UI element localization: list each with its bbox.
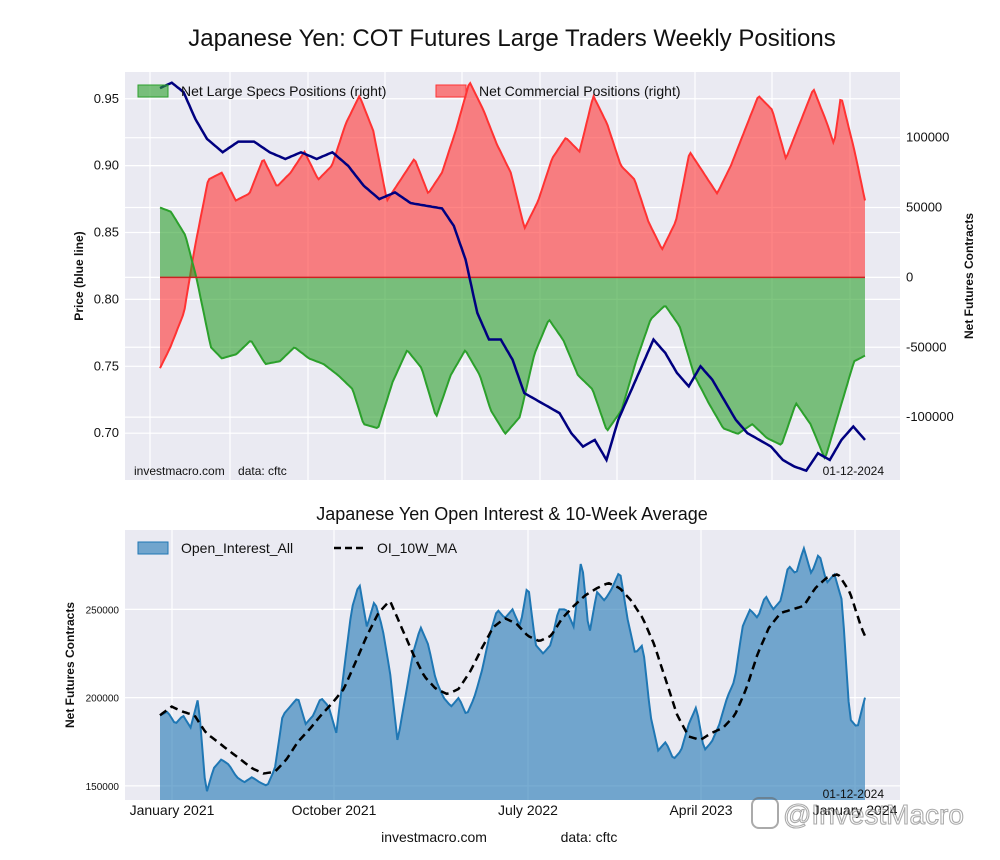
specs-line (159, 206, 866, 460)
watermark-text: @InvestMacro (783, 799, 964, 830)
price-tick-label: 0.85 (94, 225, 119, 240)
open-interest-title: Japanese Yen Open Interest & 10-Week Ave… (316, 504, 708, 524)
x-tick-label: July 2022 (498, 802, 558, 818)
oi-series (159, 545, 867, 800)
date-annotation-top: 01-12-2024 (823, 464, 885, 478)
oi-tick-label: 250000 (86, 605, 120, 616)
price-tick-label: 0.90 (94, 158, 119, 173)
cot-legend: Net Large Specs Positions (right) Net Co… (137, 83, 681, 99)
price-axis-ticks: 0.70 0.75 0.80 0.85 0.90 0.95 (94, 91, 119, 440)
price-line (159, 81, 866, 473)
net-contracts-tick-label: 50000 (906, 200, 942, 215)
x-tick-label: January 2024 (813, 802, 898, 818)
legend-swatch-commercial (435, 84, 467, 98)
watermark-logo-icon (751, 797, 779, 829)
open-interest-chart: Japanese Yen Open Interest & 10-Week Ave… (63, 504, 900, 818)
x-axis-ticks: January 2021 October 2021 July 2022 April 2… (130, 802, 898, 818)
price-tick-label: 0.95 (94, 91, 119, 106)
legend-swatch-open-interest (137, 541, 169, 555)
net-contracts-tick-label: -100000 (906, 409, 954, 424)
cot-areas (159, 81, 866, 473)
footer-site: investmacro.com (381, 829, 487, 845)
legend-label-specs: Net Large Specs Positions (right) (181, 83, 386, 99)
source-annotation: investmacro.com data: cftc (134, 464, 287, 478)
net-contracts-tick-label: 100000 (906, 130, 949, 145)
x-tick-label: October 2021 (292, 802, 377, 818)
oi-tick-label: 150000 (86, 782, 120, 793)
net-contracts-axis-label: Net Futures Contracts (962, 213, 976, 339)
commercial-line (159, 81, 866, 369)
price-tick-label: 0.75 (94, 358, 119, 373)
cot-positions-chart: 0.70 0.75 0.80 0.85 0.90 0.95 -100000 -50000 0 5… (72, 72, 976, 480)
x-tick-label: January 2021 (130, 802, 215, 818)
oi-y-axis-ticks: 150000 200000 250000 (86, 605, 120, 792)
legend-label-ma: OI_10W_MA (377, 540, 458, 556)
date-annotation-bottom: 01-12-2024 (823, 787, 885, 801)
x-tick-label: April 2023 (669, 802, 732, 818)
watermark: @InvestMacro (751, 797, 964, 831)
net-contracts-tick-label: -50000 (906, 339, 946, 354)
specs-area (160, 207, 865, 458)
legend-swatch-specs (137, 84, 169, 98)
open-interest-area (160, 548, 865, 800)
price-tick-label: 0.70 (94, 425, 119, 440)
net-contracts-tick-label: 0 (906, 269, 913, 284)
footer-data: data: cftc (561, 829, 618, 845)
net-contracts-axis-ticks: -100000 -50000 0 50000 100000 (906, 130, 954, 424)
oi-tick-label: 200000 (86, 694, 120, 705)
legend-label-open-interest: Open_Interest_All (181, 540, 293, 556)
open-interest-line (159, 545, 866, 792)
price-tick-label: 0.80 (94, 291, 119, 306)
oi-legend: Open_Interest_All OI_10W_MA (137, 540, 458, 556)
ma-line (159, 573, 867, 775)
legend-label-commercial: Net Commercial Positions (right) (479, 83, 681, 99)
price-axis-label: Price (blue line) (72, 231, 86, 320)
figure-title: Japanese Yen: COT Futures Large Traders … (188, 25, 835, 52)
oi-y-axis-label: Net Futures Contracts (63, 602, 77, 728)
